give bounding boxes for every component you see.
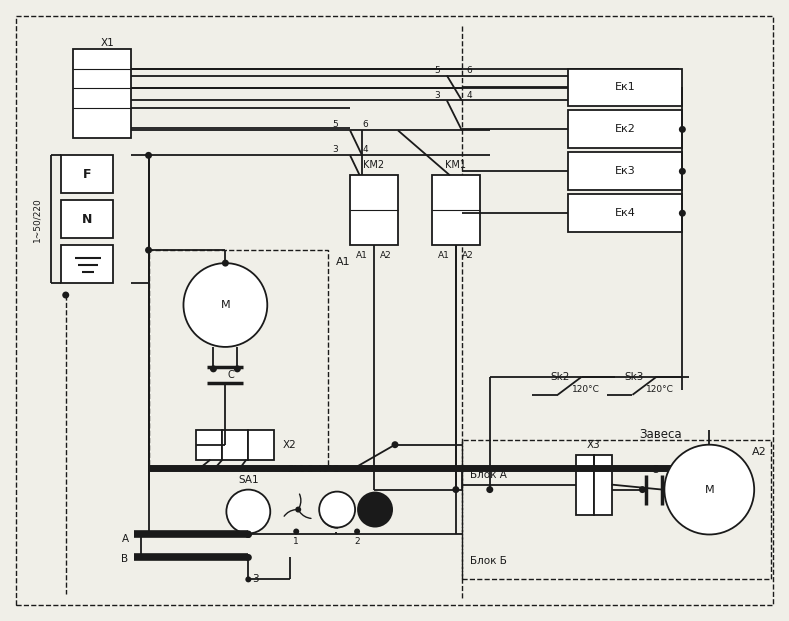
Circle shape [145,247,152,253]
Bar [593,455,611,515]
Text: Завеса: Завеса [640,428,682,442]
Circle shape [320,492,355,527]
Bar [222,430,249,460]
Text: A2: A2 [751,446,766,456]
Text: X2: X2 [282,440,296,450]
Text: 1: 1 [294,537,299,546]
Text: Ек2: Ек2 [615,124,635,134]
Circle shape [245,576,252,582]
Text: C: C [651,465,658,474]
Bar [567,194,682,232]
Circle shape [245,531,252,538]
Circle shape [679,210,686,217]
Text: A1: A1 [356,251,368,260]
Text: M: M [705,484,714,494]
Text: Х3: Х3 [587,440,600,450]
Bar [462,440,771,579]
Text: A2: A2 [380,251,392,260]
Circle shape [679,168,686,175]
Circle shape [210,365,217,373]
Text: 2: 2 [354,537,360,546]
Circle shape [452,486,459,493]
Bar [61,245,113,283]
Text: 120°С: 120°С [571,385,600,394]
Text: KM2: KM2 [364,160,384,170]
Text: C: C [227,370,234,380]
Text: 3: 3 [332,145,338,154]
Text: SA1: SA1 [238,474,259,484]
Text: 5: 5 [434,66,440,75]
Bar [61,200,113,238]
Circle shape [664,445,754,535]
Text: Блок Б: Блок Б [469,556,507,566]
Text: Ек4: Ек4 [615,208,635,218]
Bar [61,155,113,193]
Circle shape [245,554,252,561]
Text: 4: 4 [362,145,368,154]
Circle shape [294,528,299,535]
Circle shape [245,531,252,538]
Bar [350,175,398,245]
Circle shape [354,528,360,535]
Text: Sk1 5-40°С: Sk1 5-40°С [288,465,339,474]
Bar [196,430,222,460]
Text: X1: X1 [101,38,114,48]
Circle shape [184,263,267,347]
Text: A2: A2 [462,251,474,260]
Circle shape [234,365,241,373]
Circle shape [245,530,252,537]
Text: Ек3: Ек3 [615,166,635,176]
Text: B: B [122,555,129,564]
Text: KM1: KM1 [445,160,466,170]
Text: Sk3: Sk3 [625,372,644,382]
Bar [567,111,682,148]
Circle shape [222,260,229,266]
Bar [567,152,682,190]
Bar [567,68,682,106]
Text: 5: 5 [332,120,338,129]
Circle shape [679,126,686,133]
Text: 6: 6 [362,120,368,129]
Circle shape [62,291,69,299]
Text: 1~50/220: 1~50/220 [32,197,41,242]
Text: 6: 6 [467,66,473,75]
Text: 3: 3 [434,91,440,100]
Text: M: M [221,300,230,310]
Circle shape [226,489,271,533]
Text: 3: 3 [252,574,259,584]
Text: Ек1: Ек1 [615,83,635,93]
Text: 120°С: 120°С [646,385,675,394]
Bar [576,455,593,515]
Bar [73,48,131,138]
Circle shape [295,507,301,512]
Text: F: F [82,168,91,181]
Circle shape [486,486,493,493]
Text: Блок А: Блок А [469,469,507,479]
Text: A: A [122,535,129,545]
Text: Sk2: Sk2 [550,372,570,382]
Text: 4: 4 [467,91,473,100]
Circle shape [391,441,398,448]
Text: A1: A1 [336,257,351,267]
Bar [249,430,275,460]
Bar [432,175,480,245]
Bar [148,250,328,469]
Circle shape [357,492,393,527]
Circle shape [145,152,152,159]
Text: N: N [81,213,92,225]
Circle shape [639,486,646,493]
Text: A1: A1 [438,251,450,260]
